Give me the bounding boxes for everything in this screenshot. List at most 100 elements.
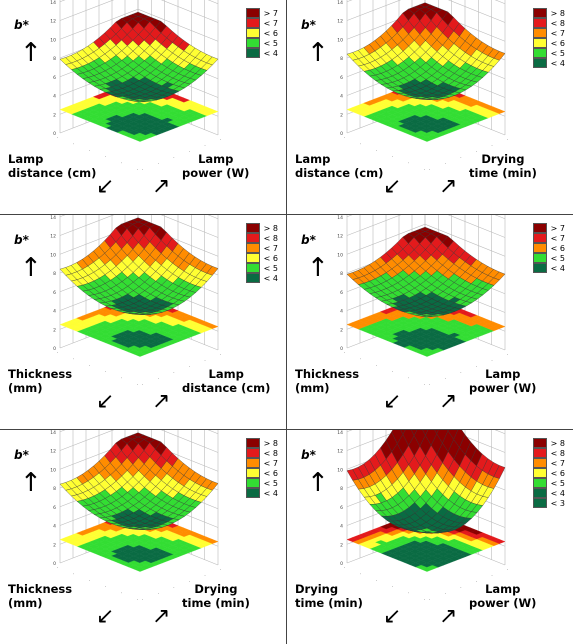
y-tick-mark: · xyxy=(173,155,174,160)
z-tick-label: 6 xyxy=(53,75,56,81)
surface-plot: 0246810121416············ xyxy=(50,215,221,387)
legend-swatch xyxy=(532,18,547,28)
y-tick-mark: · xyxy=(204,573,205,578)
x-tick-mark: · xyxy=(424,382,425,387)
legend: > 7 < 7 < 6 < 5 < 4 xyxy=(245,8,278,58)
legend-label: < 5 xyxy=(550,253,565,263)
z-tick-label: 8 xyxy=(340,271,343,277)
x-tick-mark: · xyxy=(344,135,345,140)
z-tick-label: 14 xyxy=(50,215,56,221)
x-tick-mark: · xyxy=(376,148,377,153)
z-tick-label: 0 xyxy=(53,346,56,352)
legend-entry: < 5 xyxy=(245,38,278,48)
surface-plot: 0246810121416············ xyxy=(337,215,508,387)
legend-entry: < 7 xyxy=(532,458,565,468)
y-direction-arrow-icon: ↗ xyxy=(439,389,458,414)
legend-swatch xyxy=(532,28,547,38)
legend-entry: < 8 xyxy=(532,18,565,28)
vertical-divider xyxy=(286,0,287,644)
x-tick-mark: · xyxy=(344,350,345,355)
legend: > 8 < 8 < 7 < 6 < 5 < 4 xyxy=(245,438,278,498)
legend-label: < 6 xyxy=(550,468,565,478)
z-tick-label: 6 xyxy=(53,505,56,511)
surface-cell xyxy=(134,529,146,530)
z-tick-label: 12 xyxy=(50,19,56,25)
y-tick-mark: · xyxy=(220,137,221,142)
y-tick-mark: · xyxy=(158,376,159,381)
legend-swatch xyxy=(532,263,547,273)
legend-swatch xyxy=(245,263,260,273)
legend-swatch xyxy=(245,253,260,263)
surface-plot: 0246810121416············ xyxy=(50,430,221,602)
y-tick-mark: · xyxy=(173,585,174,590)
legend-swatch xyxy=(532,8,547,18)
x-tick-mark: · xyxy=(408,376,409,381)
legend-swatch xyxy=(532,48,547,58)
z-tick-label: 6 xyxy=(340,290,343,296)
y-direction-arrow-icon: ↗ xyxy=(152,604,171,629)
y-axis-label: Lamp distance (cm) xyxy=(182,367,271,395)
legend-swatch xyxy=(245,478,260,488)
surface-plot: 0246810121416············ xyxy=(337,430,508,602)
x-tick-mark: · xyxy=(360,141,361,146)
base-axis-ticks: · · · · · · · · · · · · xyxy=(57,135,221,172)
up-arrow-icon: ↑ xyxy=(307,38,329,68)
x-tick-mark: · xyxy=(408,161,409,166)
legend-swatch xyxy=(245,448,260,458)
legend-entry: > 8 xyxy=(532,438,565,448)
y-axis-label: Drying time (min) xyxy=(469,152,537,180)
y-tick-mark: · xyxy=(476,579,477,584)
x-tick-mark: · xyxy=(392,154,393,159)
legend-swatch xyxy=(532,253,547,263)
legend: > 8 < 8 < 7 < 6 < 5 < 4 < 3 xyxy=(532,438,565,508)
x-tick-mark: · xyxy=(57,135,58,140)
z-tick-label: 8 xyxy=(53,486,56,492)
x-direction-arrow-icon: ↙ xyxy=(96,174,115,199)
legend-label: < 5 xyxy=(263,38,278,48)
base-axis-ticks: · · · · · · · · · · · · xyxy=(57,565,221,602)
z-tick-label: 14 xyxy=(50,0,56,6)
legend-swatch xyxy=(245,48,260,58)
z-tick-label: 2 xyxy=(340,112,343,118)
legend-label: > 7 xyxy=(263,8,278,18)
x-tick-mark: · xyxy=(73,571,74,576)
up-arrow-icon: ↑ xyxy=(307,468,329,498)
legend-entry: < 7 xyxy=(532,233,565,243)
surface-panel-6: 0246810121416············b*↑Drying time … xyxy=(287,430,573,644)
z-tick-label: 10 xyxy=(50,467,56,473)
legend-entry: < 6 xyxy=(245,468,278,478)
legend-entry: > 7 xyxy=(245,8,278,18)
z-gridline xyxy=(346,215,506,220)
y-tick-mark: · xyxy=(173,370,174,375)
surface-cell xyxy=(134,314,146,315)
legend-swatch xyxy=(532,438,547,448)
y-tick-mark: · xyxy=(189,364,190,369)
y-direction-arrow-icon: ↗ xyxy=(152,389,171,414)
legend-entry: < 5 xyxy=(245,478,278,488)
z-tick-label: 4 xyxy=(53,94,56,100)
z-axis-label: b* xyxy=(301,448,316,462)
legend-label: < 3 xyxy=(550,498,565,508)
legend-label: > 8 xyxy=(550,438,565,448)
legend-label: < 6 xyxy=(550,38,565,48)
x-tick-mark: · xyxy=(57,565,58,570)
z-axis-label: b* xyxy=(14,18,29,32)
legend-swatch xyxy=(532,488,547,498)
x-tick-mark: · xyxy=(105,584,106,589)
legend-label: < 4 xyxy=(550,488,565,498)
x-tick-mark: · xyxy=(137,382,138,387)
legend-label: < 8 xyxy=(550,448,565,458)
legend-swatch xyxy=(532,468,547,478)
z-tick-label: 0 xyxy=(340,131,343,137)
y-axis-label: Lamp power (W) xyxy=(469,582,537,610)
legend-swatch xyxy=(532,448,547,458)
z-tick-label: 10 xyxy=(337,252,343,258)
legend-label: < 4 xyxy=(550,58,565,68)
legend-label: < 4 xyxy=(263,273,278,283)
legend-label: < 5 xyxy=(550,48,565,58)
legend-entry: < 4 xyxy=(245,273,278,283)
z-tick-label: 10 xyxy=(337,37,343,43)
legend-label: > 8 xyxy=(550,8,565,18)
legend-entry: < 5 xyxy=(532,48,565,58)
